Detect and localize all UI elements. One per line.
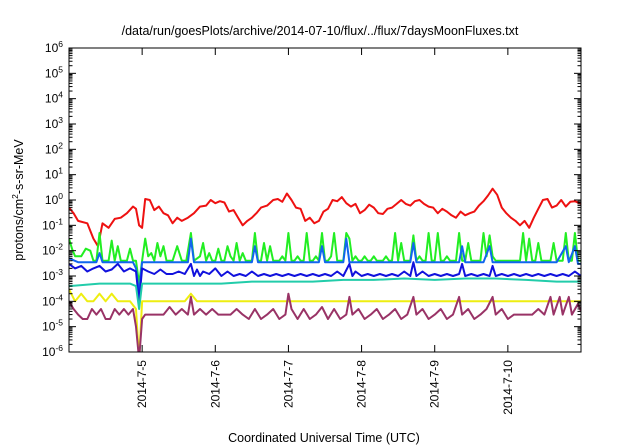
y-tick-label: 10-6 — [42, 343, 63, 359]
y-tick-label-base: 10 — [45, 117, 59, 131]
x-tick-label: 2014-7-6 — [208, 360, 222, 408]
y-tick-label-exp: 1 — [58, 166, 63, 176]
y-tick-label: 10-4 — [42, 292, 63, 308]
series-line-5 — [69, 277, 581, 310]
y-tick-label-exp: 0 — [58, 191, 63, 201]
y-tick-label: 106 — [45, 39, 63, 55]
y-tick-label-base: 10 — [42, 320, 56, 334]
y-tick-label: 105 — [45, 64, 63, 80]
y-tick-label-base: 10 — [42, 218, 56, 232]
series-line-7 — [69, 292, 581, 352]
y-tick-label: 102 — [45, 140, 63, 156]
y-tick-label: 104 — [45, 90, 63, 106]
series-line-6 — [69, 288, 581, 352]
y-tick-label-exp: 5 — [58, 64, 63, 74]
y-tick-label-exp: 4 — [58, 90, 63, 100]
y-tick-label-exp: -2 — [55, 242, 63, 252]
y-tick-label: 103 — [45, 115, 63, 131]
y-tick-label-base: 10 — [45, 92, 59, 106]
y-tick-label-exp: -1 — [55, 216, 63, 226]
y-axis-label-rest: -s-sr-MeV — [12, 139, 26, 195]
y-axis-label-sup: 2 — [10, 194, 20, 199]
y-tick-label-base: 10 — [45, 142, 59, 156]
y-tick-label-base: 10 — [42, 244, 56, 258]
y-tick-label-exp: -4 — [55, 292, 63, 302]
x-tick-label: 2014-7-5 — [135, 360, 149, 408]
x-tick-label: 2014-7-10 — [501, 360, 515, 415]
y-tick-label: 10-5 — [42, 318, 63, 334]
y-tick-label-exp: 2 — [58, 140, 63, 150]
y-tick-label-base: 10 — [42, 269, 56, 283]
y-tick-label: 10-1 — [42, 216, 63, 232]
plot-frame — [68, 47, 582, 353]
series-line-1 — [69, 187, 581, 248]
tick-layer: 10-610-510-410-310-210-11001011021031041… — [42, 39, 581, 415]
x-tick-label: 2014-7-8 — [355, 360, 369, 408]
y-tick-label-base: 10 — [42, 345, 56, 359]
series-line-2 — [69, 232, 581, 285]
x-axis-label: Coordinated Universal Time (UTC) — [228, 431, 420, 445]
y-tick-label-exp: 3 — [58, 115, 63, 125]
x-tick-label: 2014-7-7 — [281, 360, 295, 408]
series-layer — [69, 187, 581, 352]
y-tick-label: 10-3 — [42, 267, 63, 283]
y-tick-label-exp: -5 — [55, 318, 63, 328]
y-tick-label-exp: 6 — [58, 39, 63, 49]
y-tick-label: 100 — [45, 191, 63, 207]
y-tick-label-base: 10 — [45, 66, 59, 80]
y-tick-label-base: 10 — [42, 294, 56, 308]
y-tick-label: 10-2 — [42, 242, 63, 258]
y-tick-label-base: 10 — [45, 168, 59, 182]
y-axis-label-base: protons/cm — [12, 199, 26, 261]
chart-title: /data/run/goesPlots/archive/2014-07-10/f… — [122, 24, 519, 38]
y-tick-label-base: 10 — [45, 193, 59, 207]
y-axis-label: protons/cm2-s-sr-MeV — [10, 139, 26, 261]
y-tick-label-exp: -6 — [55, 343, 63, 353]
series-line-4 — [69, 261, 581, 303]
y-tick-label-exp: -3 — [55, 267, 63, 277]
y-tick-label: 101 — [45, 166, 63, 182]
y-tick-label-base: 10 — [45, 41, 59, 55]
x-tick-label: 2014-7-9 — [428, 360, 442, 408]
